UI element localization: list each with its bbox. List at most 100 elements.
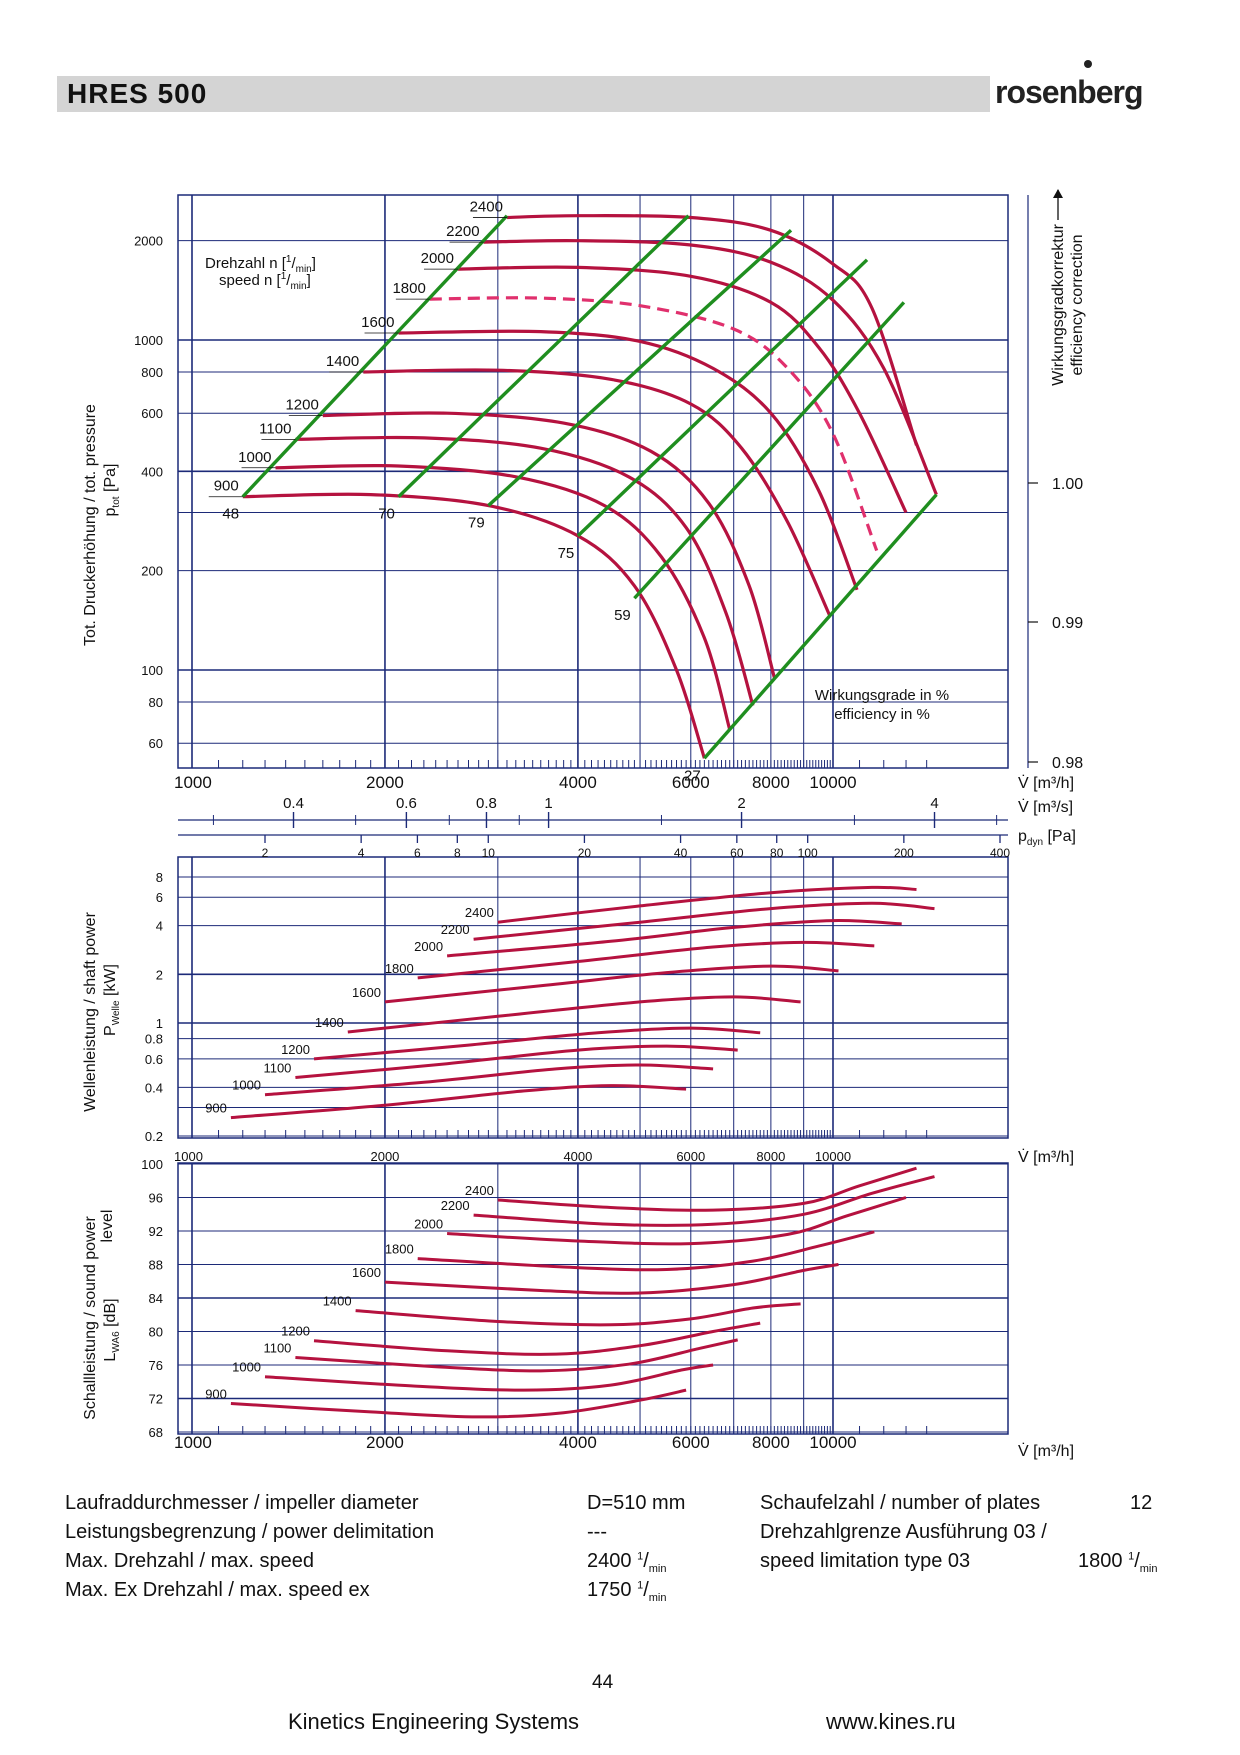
ms-tick-label: 0.4 — [283, 795, 304, 812]
y-tick-label: 0.6 — [145, 1052, 163, 1067]
sound-ylabel: Schallleistung / sound power — [82, 1215, 99, 1419]
correction-tick-label: 0.99 — [1052, 615, 1083, 632]
sound-ylabel-level: level — [99, 1210, 116, 1243]
x-tick-label: 4000 — [563, 1149, 592, 1164]
shaft-speed-label-1600: 1600 — [352, 985, 381, 1000]
sound-speed-label-900: 900 — [205, 1387, 227, 1402]
sound-curves — [230, 1166, 935, 1419]
correction-tick-label: 1.00 — [1052, 476, 1083, 493]
sound-speed-label-1600: 1600 — [352, 1265, 381, 1280]
sound-speed-label-2200: 2200 — [441, 1198, 470, 1213]
efficiency-line-59 — [633, 301, 906, 600]
maxspeed-value: 2400 1/min — [587, 1550, 667, 1575]
y-tick-label: 8 — [156, 870, 163, 885]
maxex-label: Max. Ex Drehzahl / max. speed ex — [65, 1579, 370, 1601]
x-tick-label: 1000 — [174, 1433, 212, 1452]
y-tick-label: 1 — [156, 1016, 163, 1031]
impeller-value: D=510 mm — [587, 1492, 686, 1514]
efficiency-label-27: 27 — [684, 767, 701, 784]
shaft-speed-label-900: 900 — [205, 1101, 227, 1116]
correction-label-2: efficiency correction — [1069, 234, 1086, 375]
sound-speed-label-2000: 2000 — [414, 1217, 443, 1232]
page-number: 44 — [592, 1672, 614, 1693]
y-tick-label: 80 — [149, 695, 163, 710]
y-tick-label: 84 — [149, 1291, 163, 1306]
ms-tick-label: 0.6 — [396, 795, 417, 812]
pressure-curve-900 — [242, 492, 706, 759]
sound-curve-1200 — [313, 1321, 761, 1356]
pressure-curves — [241, 214, 938, 760]
speed-legend-2: speed n [1/min] — [219, 271, 311, 292]
y-tick-label: 100 — [141, 663, 163, 678]
sound-curve-1000 — [264, 1363, 714, 1392]
shaft-curve-1800 — [417, 940, 875, 980]
x-tick-label: 6000 — [676, 1149, 705, 1164]
y-tick-label: 88 — [149, 1258, 163, 1273]
y-tick-label: 76 — [149, 1358, 163, 1373]
sound-speed-label-1800: 1800 — [385, 1242, 414, 1257]
y-tick-label: 80 — [149, 1325, 163, 1340]
pressure-speed-label-2200: 2200 — [446, 223, 479, 240]
y-tick-label: 400 — [141, 464, 163, 479]
sound-speed-label-2400: 2400 — [465, 1183, 494, 1198]
logo-dot — [1084, 60, 1092, 68]
efficiency-line-48 — [241, 214, 509, 498]
sound-speed-label-1100: 1100 — [263, 1340, 291, 1355]
limit-label-2: speed limitation type 03 — [760, 1550, 971, 1572]
pressure-ylabel-sub: ptot [Pa] — [102, 464, 122, 517]
sound-curve-1800 — [417, 1230, 875, 1272]
x-tick-label: 8000 — [752, 773, 790, 792]
pressure-speed-label-1800: 1800 — [392, 280, 425, 297]
limit-value: 1800 1/min — [1078, 1550, 1158, 1575]
y-tick-label: 4 — [156, 919, 163, 934]
pressure-speed-label-1000: 1000 — [238, 449, 271, 466]
pressure-curve-1600 — [398, 329, 859, 591]
ms-tick-label: 2 — [737, 795, 745, 812]
pressure-speed-label-900: 900 — [214, 478, 239, 495]
x-tick-label: 4000 — [559, 773, 597, 792]
shaft-curve-1000 — [264, 1063, 714, 1097]
shaft-speed-label-1800: 1800 — [385, 961, 414, 976]
footer-company: Kinetics Engineering Systems — [288, 1709, 580, 1734]
x-tick-label: 6000 — [672, 773, 710, 792]
shaft-curve-2000 — [446, 919, 902, 958]
y-tick-label: 0.8 — [145, 1032, 163, 1047]
ms-unit-label: V̇ [m³/s] — [1018, 798, 1073, 816]
power-value: --- — [587, 1521, 607, 1543]
ms-tick-label: 4 — [930, 795, 938, 812]
sound-speed-label-1200: 1200 — [281, 1324, 310, 1339]
plates-value: 12 — [1130, 1492, 1153, 1514]
x-tick-label: 8000 — [752, 1433, 790, 1452]
sound-speed-label-1000: 1000 — [232, 1360, 261, 1375]
pressure-ylabel: Tot. Druckerhöhung / tot. pressure — [82, 404, 99, 646]
efficiency-line-27 — [703, 493, 938, 760]
x-tick-label: 4000 — [559, 1433, 597, 1452]
pressure-speed-label-1400: 1400 — [326, 353, 359, 370]
shaft-ylabel-sub: PWelle [kW] — [102, 964, 122, 1036]
pdyn-tick-label: 100 — [798, 846, 818, 860]
efficiency-legend-1: Wirkungsgrade in % — [815, 687, 949, 704]
shaft-curve-1600 — [384, 964, 839, 1004]
y-tick-label: 1000 — [134, 333, 163, 348]
sound-ylabel-sub: LWA6 [dB] — [102, 1298, 122, 1361]
sound-speed-label-1400: 1400 — [323, 1294, 352, 1309]
efficiency-label-48: 48 — [222, 506, 239, 523]
y-tick-label: 200 — [141, 564, 163, 579]
efficiency-label-79: 79 — [468, 515, 485, 532]
y-tick-label: 92 — [149, 1224, 163, 1239]
pdyn-tick-label: 8 — [454, 846, 461, 860]
y-tick-label: 2 — [156, 967, 163, 982]
footer-website[interactable]: www.kines.ru — [826, 1709, 956, 1734]
shaft-speed-label-2000: 2000 — [414, 939, 443, 954]
pdyn-tick-label: 4 — [358, 846, 365, 860]
ms-tick-label: 0.8 — [476, 795, 497, 812]
pressure-curve-1200 — [322, 411, 776, 678]
pressure-curve-1100 — [295, 435, 755, 707]
shaft-speed-label-1000: 1000 — [232, 1078, 261, 1093]
pressure-curve-1400 — [363, 368, 832, 618]
pressure-speed-label-2000: 2000 — [421, 250, 454, 267]
sound-curve-1100 — [295, 1338, 739, 1373]
shaft-curve-2400 — [497, 885, 917, 924]
sound-curve-900 — [230, 1388, 687, 1419]
pdyn-tick-label: 200 — [894, 846, 914, 860]
